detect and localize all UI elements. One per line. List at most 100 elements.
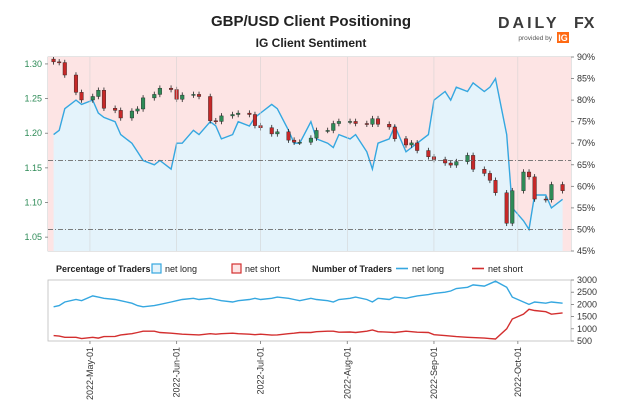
legend-num-short-label: net short: [488, 264, 524, 274]
net-long-percentage-line: [53, 76, 564, 232]
brand-name-prefix: DAILY: [498, 15, 560, 32]
price-candle: [493, 177, 498, 196]
legend-pct-long-swatch: [151, 263, 162, 274]
candle-body: [521, 171, 526, 191]
candle-body: [331, 123, 336, 131]
candle-body: [527, 171, 532, 178]
x-tick-label: 2022-Oct-01: [513, 347, 523, 397]
traders-tick-label: 3000: [577, 275, 597, 285]
price-candle: [471, 152, 476, 173]
candle-body: [247, 112, 252, 115]
candle-body: [141, 97, 146, 110]
price-candle: [208, 93, 213, 124]
provided-by-label: provided by: [518, 35, 552, 42]
price-candle: [532, 174, 537, 202]
candle-body: [443, 159, 448, 164]
dailyfx-logo[interactable]: DAILY FX provided by IG: [498, 15, 595, 43]
candle-body: [73, 74, 78, 93]
candle-body: [308, 137, 313, 143]
price-candle: [57, 59, 62, 66]
candle-body: [403, 138, 408, 146]
price-candle: [62, 59, 67, 78]
price-tick-label: 1.05: [24, 232, 42, 242]
legend-pct-short-label: net short: [245, 264, 281, 274]
price-candle: [79, 89, 84, 103]
candle-body: [392, 126, 397, 139]
traders-net-long-line: [53, 280, 563, 308]
candle-body: [415, 142, 420, 151]
price-candle: [364, 120, 369, 127]
candle-body: [135, 108, 140, 112]
candle-body: [113, 108, 118, 111]
legend-pct-short-swatch: [231, 263, 242, 274]
price-candle: [90, 93, 95, 103]
price-candle: [465, 152, 470, 165]
price-candle: [426, 147, 431, 160]
price-candle: [73, 72, 78, 96]
price-candle: [113, 105, 118, 114]
candle-body: [129, 110, 134, 119]
price-candle: [51, 57, 56, 65]
ig-logo-badge: [557, 32, 569, 43]
candle-body: [180, 94, 185, 100]
price-candle: [252, 111, 257, 129]
candle-body: [465, 155, 470, 162]
price-candle: [135, 106, 140, 114]
candle-body: [387, 124, 392, 128]
candle-body: [96, 90, 101, 97]
candle-body: [448, 162, 453, 166]
candle-body: [353, 121, 358, 124]
price-candle: [152, 91, 157, 101]
price-candle: [96, 87, 101, 100]
candle-body: [487, 173, 492, 181]
candle-body: [297, 142, 302, 144]
candle-body: [79, 92, 84, 101]
price-candle: [527, 169, 532, 180]
candle-body: [543, 198, 548, 201]
candle-body: [482, 169, 487, 174]
price-tick-label: 1.25: [24, 94, 42, 104]
candle-body: [325, 130, 330, 132]
candle-body: [213, 120, 218, 122]
percentage-tick-label: 45%: [577, 246, 595, 256]
price-candle: [286, 129, 291, 143]
price-candle: [482, 166, 487, 177]
price-candle: [336, 118, 341, 127]
x-tick-label: 2022-May-01: [85, 347, 95, 400]
traders-tick-label: 2000: [577, 299, 597, 309]
candle-body: [51, 58, 56, 63]
price-tick-label: 1.30: [24, 59, 42, 69]
percentage-tick-label: 70%: [577, 138, 595, 148]
candle-body: [336, 121, 341, 124]
price-candle: [314, 127, 319, 141]
price-candle: [510, 187, 515, 227]
price-candle: [392, 124, 397, 142]
traders-tick-label: 1000: [577, 324, 597, 334]
legend-percentage-heading: Percentage of Traders: [56, 264, 151, 274]
candle-body: [348, 121, 353, 123]
traders-tick-label: 500: [577, 336, 592, 346]
price-candle: [443, 156, 448, 166]
candle-body: [252, 114, 257, 126]
candle-body: [57, 61, 62, 64]
candle-body: [286, 131, 291, 141]
price-candle: [376, 115, 381, 127]
price-candle: [230, 111, 235, 119]
candle-body: [504, 192, 509, 224]
price-candle: [549, 181, 554, 203]
percentage-tick-label: 75%: [577, 117, 595, 127]
candle-body: [364, 123, 369, 125]
price-candle: [521, 169, 526, 194]
price-candle: [129, 108, 134, 121]
price-candle: [292, 137, 297, 145]
percentage-tick-label: 50%: [577, 224, 595, 234]
price-candle: [157, 85, 162, 98]
x-tick-label: 2022-Aug-01: [342, 347, 352, 399]
x-tick-label: 2022-Jul-01: [256, 347, 266, 395]
price-candle: [236, 110, 241, 118]
price-candle: [269, 124, 274, 137]
price-candle: [409, 140, 414, 148]
traders-panel: 3000 2500 2000 1500 1000 500: [47, 275, 597, 346]
candle-body: [409, 142, 414, 146]
price-tick-label: 1.15: [24, 163, 42, 173]
